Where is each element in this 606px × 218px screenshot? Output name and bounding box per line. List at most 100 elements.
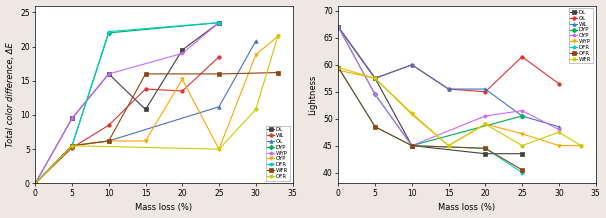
DYP (335, 26, 342, 28)
X-axis label: Mass loss (%): Mass loss (%) (438, 203, 496, 213)
OYP (105, 140, 113, 142)
OL (482, 90, 489, 93)
WYP (215, 21, 222, 24)
Line: OYP: OYP (336, 25, 561, 147)
WYP (519, 133, 526, 135)
Line: DYP: DYP (336, 25, 524, 147)
OYP (142, 140, 149, 142)
WFR (371, 77, 379, 80)
DFR (335, 66, 342, 69)
OL (105, 140, 113, 142)
OYP (371, 93, 379, 96)
OYP (555, 128, 562, 131)
Line: WYP: WYP (33, 21, 221, 185)
WYP (408, 113, 416, 116)
Line: WL: WL (33, 55, 221, 185)
Line: OFR: OFR (336, 66, 524, 172)
Line: DYP: DYP (33, 21, 221, 185)
WFR (105, 140, 113, 142)
WYP (179, 52, 186, 55)
OYP (32, 182, 39, 185)
OFR (482, 147, 489, 150)
WYP (105, 73, 113, 75)
DL (32, 182, 39, 185)
OYP (252, 53, 259, 56)
DYP (215, 21, 222, 24)
WFR (274, 71, 281, 74)
Line: OL: OL (33, 39, 258, 185)
OFR (32, 182, 39, 185)
WL (519, 115, 526, 117)
DYP (32, 182, 39, 185)
WYP (371, 77, 379, 80)
WYP (32, 182, 39, 185)
OFR (252, 108, 259, 111)
WFR (335, 66, 342, 69)
OFR (68, 144, 76, 147)
Line: DFR: DFR (336, 66, 524, 174)
WFR (68, 144, 76, 147)
DL (179, 49, 186, 51)
DL (371, 77, 379, 80)
OFR (519, 169, 526, 171)
WFR (445, 144, 452, 147)
WFR (32, 182, 39, 185)
DL (408, 144, 416, 147)
DFR (68, 144, 76, 147)
DL (519, 152, 526, 155)
OFR (371, 126, 379, 128)
WYP (68, 117, 76, 120)
OFR (335, 66, 342, 69)
DFR (482, 147, 489, 150)
Line: OFR: OFR (33, 35, 279, 185)
X-axis label: Mass loss (%): Mass loss (%) (135, 203, 193, 213)
OL (68, 144, 76, 147)
WL (179, 90, 186, 92)
WFR (482, 123, 489, 125)
OL (371, 77, 379, 80)
OYP (68, 144, 76, 147)
OFR (215, 148, 222, 150)
DYP (371, 93, 379, 96)
OYP (408, 144, 416, 147)
Line: DFR: DFR (33, 21, 221, 185)
OYP (482, 115, 489, 117)
DL (482, 152, 489, 155)
OYP (274, 35, 281, 38)
WYP (335, 69, 342, 72)
OL (408, 63, 416, 66)
Line: OL: OL (336, 25, 561, 94)
DYP (105, 32, 113, 34)
Y-axis label: Total color difference, ΔE: Total color difference, ΔE (5, 42, 15, 147)
Line: DL: DL (33, 21, 221, 185)
WL (142, 88, 149, 90)
WL (105, 124, 113, 126)
WL (555, 126, 562, 128)
WL (445, 88, 452, 90)
WFR (408, 112, 416, 115)
Line: WYP: WYP (336, 68, 582, 147)
Legend: DL, WL, OL, DYP, WYP, OYP, DFR, WFR, OFR: DL, WL, OL, DYP, WYP, OYP, DFR, WFR, OFR (265, 126, 290, 181)
Line: DL: DL (336, 25, 524, 155)
DYP (68, 144, 76, 147)
DFR (32, 182, 39, 185)
WL (371, 77, 379, 80)
WFR (519, 144, 526, 147)
WL (335, 26, 342, 28)
DYP (408, 144, 416, 147)
OL (555, 82, 562, 85)
WL (482, 88, 489, 90)
Line: OYP: OYP (33, 35, 279, 185)
OYP (335, 26, 342, 28)
WL (408, 63, 416, 66)
DFR (105, 30, 113, 33)
OL (445, 88, 452, 90)
WL (215, 56, 222, 58)
DL (215, 21, 222, 24)
Line: WL: WL (336, 25, 561, 128)
WYP (555, 144, 562, 147)
Legend: DL, OL, WL, DYP, OYP, WYP, DFR, OFR, WFR: DL, OL, WL, DYP, OYP, WYP, DFR, OFR, WFR (569, 8, 593, 63)
OL (519, 55, 526, 58)
DL (105, 73, 113, 75)
DFR (371, 126, 379, 128)
